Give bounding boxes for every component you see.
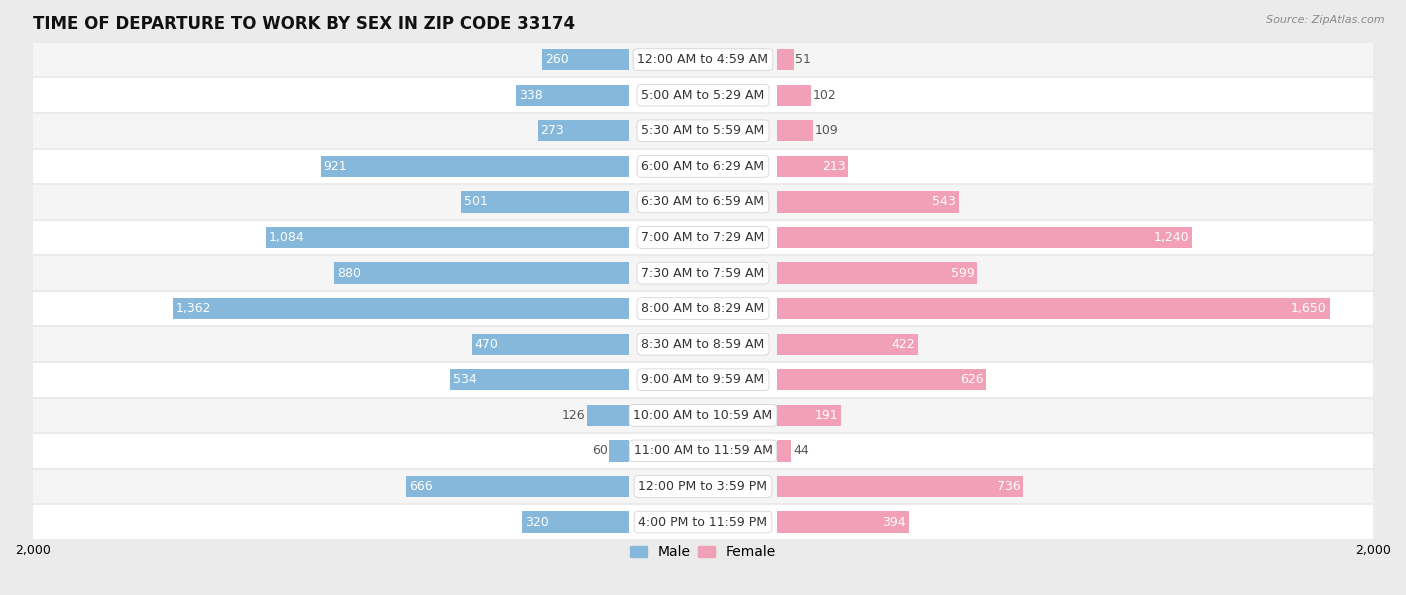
Bar <box>32 42 1374 77</box>
Bar <box>173 298 630 320</box>
Bar <box>32 433 1374 469</box>
Text: 5:00 AM to 5:29 AM: 5:00 AM to 5:29 AM <box>641 89 765 102</box>
Text: 1,362: 1,362 <box>176 302 211 315</box>
Bar <box>406 476 630 497</box>
Bar <box>776 156 848 177</box>
Bar <box>776 405 841 426</box>
Text: 5:30 AM to 5:59 AM: 5:30 AM to 5:59 AM <box>641 124 765 137</box>
Text: 10:00 AM to 10:59 AM: 10:00 AM to 10:59 AM <box>634 409 772 422</box>
Text: 9:00 AM to 9:59 AM: 9:00 AM to 9:59 AM <box>641 373 765 386</box>
Bar <box>32 469 1374 504</box>
Text: 8:30 AM to 8:59 AM: 8:30 AM to 8:59 AM <box>641 338 765 350</box>
Text: 320: 320 <box>524 515 548 528</box>
Bar <box>32 327 1374 362</box>
Text: 666: 666 <box>409 480 433 493</box>
Text: 6:30 AM to 6:59 AM: 6:30 AM to 6:59 AM <box>641 195 765 208</box>
Text: 534: 534 <box>453 373 477 386</box>
Bar <box>32 184 1374 220</box>
Bar <box>776 227 1192 248</box>
Bar <box>450 369 630 390</box>
Text: 1,240: 1,240 <box>1154 231 1189 244</box>
Bar <box>609 440 630 462</box>
Text: 599: 599 <box>950 267 974 280</box>
Text: 12:00 AM to 4:59 AM: 12:00 AM to 4:59 AM <box>637 53 769 66</box>
Text: 8:00 AM to 8:29 AM: 8:00 AM to 8:29 AM <box>641 302 765 315</box>
Bar <box>32 149 1374 184</box>
Text: 109: 109 <box>815 124 838 137</box>
Text: 470: 470 <box>474 338 498 350</box>
Bar <box>516 84 630 106</box>
Bar <box>776 262 977 284</box>
Bar <box>776 191 959 212</box>
Bar <box>32 362 1374 397</box>
Bar <box>321 156 630 177</box>
Bar <box>335 262 630 284</box>
Bar <box>776 440 792 462</box>
Text: 338: 338 <box>519 89 543 102</box>
Bar <box>776 84 811 106</box>
Text: 191: 191 <box>814 409 838 422</box>
Bar <box>776 476 1024 497</box>
Bar <box>32 397 1374 433</box>
Text: 1,084: 1,084 <box>269 231 305 244</box>
Bar <box>776 49 794 70</box>
Bar <box>472 334 630 355</box>
Bar <box>538 120 630 142</box>
Text: Source: ZipAtlas.com: Source: ZipAtlas.com <box>1267 15 1385 25</box>
Text: 501: 501 <box>464 195 488 208</box>
Text: 273: 273 <box>540 124 564 137</box>
Text: 880: 880 <box>337 267 361 280</box>
Legend: Male, Female: Male, Female <box>624 540 782 565</box>
Text: 260: 260 <box>546 53 568 66</box>
Bar <box>543 49 630 70</box>
Bar <box>776 120 813 142</box>
Bar <box>32 291 1374 327</box>
Bar <box>522 511 630 533</box>
Bar <box>266 227 630 248</box>
Bar <box>776 511 908 533</box>
Bar <box>461 191 630 212</box>
Bar <box>588 405 630 426</box>
Text: 126: 126 <box>562 409 585 422</box>
Bar <box>32 113 1374 149</box>
Bar <box>32 77 1374 113</box>
Text: 422: 422 <box>891 338 915 350</box>
Bar <box>32 255 1374 291</box>
Text: TIME OF DEPARTURE TO WORK BY SEX IN ZIP CODE 33174: TIME OF DEPARTURE TO WORK BY SEX IN ZIP … <box>32 15 575 33</box>
Bar <box>32 220 1374 255</box>
Text: 51: 51 <box>796 53 811 66</box>
Text: 12:00 PM to 3:59 PM: 12:00 PM to 3:59 PM <box>638 480 768 493</box>
Text: 213: 213 <box>821 160 845 173</box>
Bar <box>776 369 987 390</box>
Bar <box>776 298 1330 320</box>
Text: 11:00 AM to 11:59 AM: 11:00 AM to 11:59 AM <box>634 444 772 458</box>
Text: 102: 102 <box>813 89 837 102</box>
Text: 7:30 AM to 7:59 AM: 7:30 AM to 7:59 AM <box>641 267 765 280</box>
Text: 736: 736 <box>997 480 1021 493</box>
Text: 6:00 AM to 6:29 AM: 6:00 AM to 6:29 AM <box>641 160 765 173</box>
Text: 7:00 AM to 7:29 AM: 7:00 AM to 7:29 AM <box>641 231 765 244</box>
Text: 44: 44 <box>793 444 808 458</box>
Text: 4:00 PM to 11:59 PM: 4:00 PM to 11:59 PM <box>638 515 768 528</box>
Text: 543: 543 <box>932 195 956 208</box>
Text: 1,650: 1,650 <box>1291 302 1327 315</box>
Text: 626: 626 <box>960 373 984 386</box>
Bar <box>776 334 918 355</box>
Text: 60: 60 <box>592 444 607 458</box>
Text: 921: 921 <box>323 160 347 173</box>
Bar <box>32 504 1374 540</box>
Text: 394: 394 <box>883 515 905 528</box>
